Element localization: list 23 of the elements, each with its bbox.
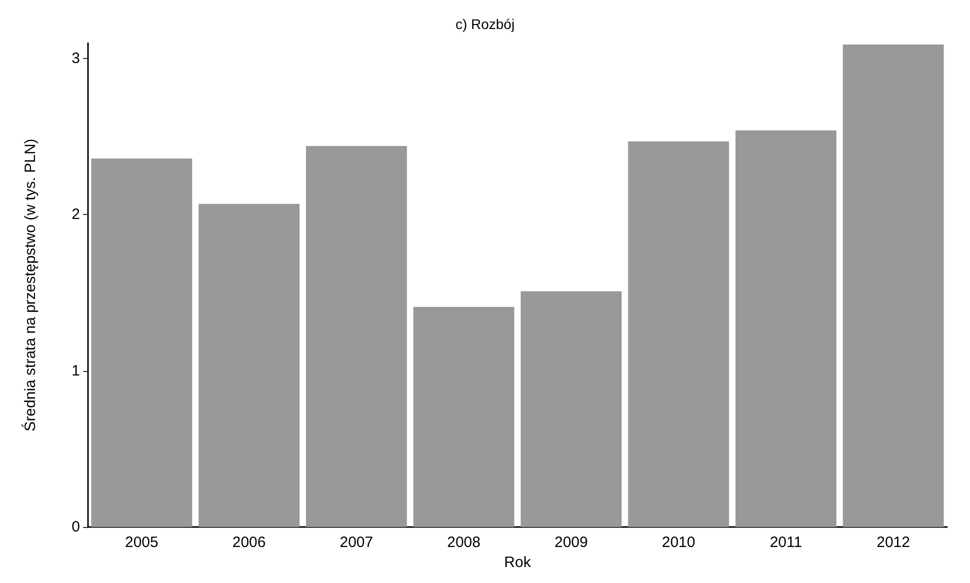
bar: [413, 306, 514, 527]
y-tick-label: 1: [72, 362, 80, 380]
bar: [520, 291, 622, 527]
x-tick-label: 2005: [125, 534, 158, 551]
x-axis-title: Rok: [504, 554, 532, 571]
bar: [735, 130, 836, 527]
x-tick-label: 2012: [876, 534, 910, 551]
y-tick-label: 0: [72, 518, 80, 536]
bar: [306, 146, 407, 527]
y-tick-label: 2: [72, 206, 80, 224]
x-tick-label: 2010: [662, 534, 696, 551]
bar: [91, 158, 192, 527]
y-axis-title: Średnia strata na przestępstwo (w tys. PLN): [21, 138, 39, 432]
bar: [842, 44, 944, 527]
bar: [198, 204, 300, 527]
bar: [628, 141, 730, 527]
x-tick-label: 2011: [770, 534, 802, 551]
chart-title: c) Rozbój: [455, 16, 515, 32]
x-tick-label: 2007: [340, 534, 374, 551]
y-tick-label: 3: [72, 50, 80, 68]
x-tick-label: 2009: [554, 534, 588, 551]
x-tick-label: 2008: [447, 534, 480, 551]
x-tick-label: 2006: [232, 534, 266, 551]
